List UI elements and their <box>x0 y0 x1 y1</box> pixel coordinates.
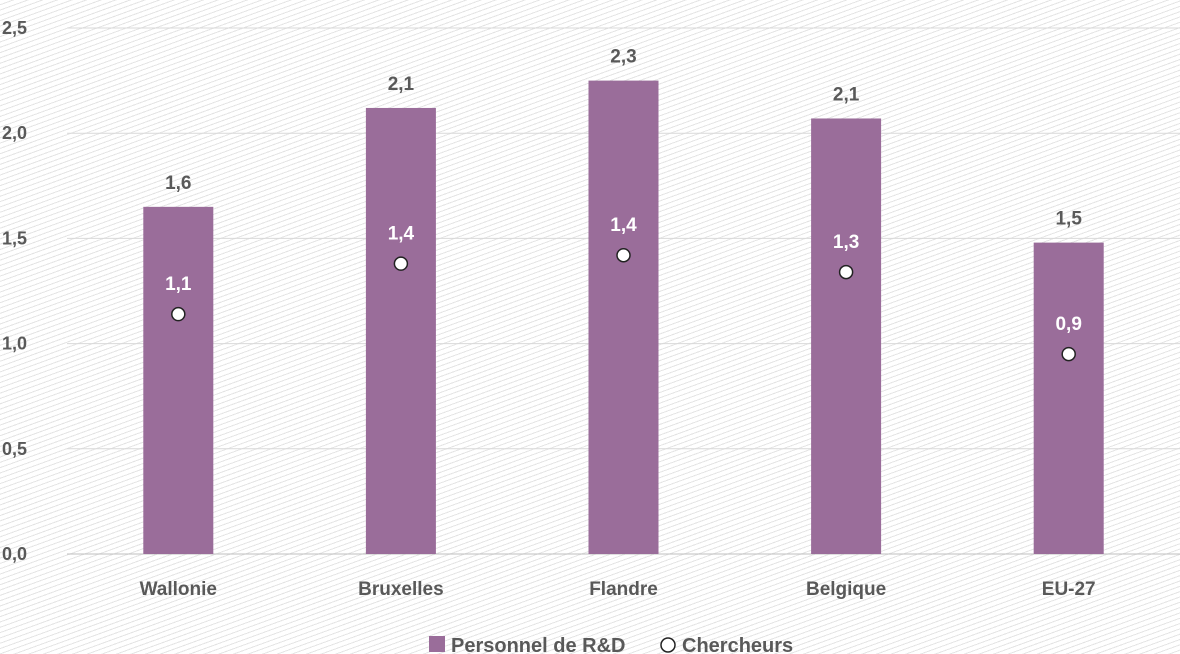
x-category-label: EU-27 <box>1042 579 1096 600</box>
point-data-label: 1,1 <box>165 274 192 295</box>
point <box>838 264 854 280</box>
bar <box>1033 242 1104 554</box>
point-series <box>171 247 1076 362</box>
bar-data-label: 1,5 <box>1055 209 1082 230</box>
bar-data-label: 2,3 <box>610 47 636 68</box>
bar <box>588 80 659 554</box>
x-category-label: Wallonie <box>140 579 217 600</box>
y-tick-label: 1,0 <box>2 334 27 354</box>
point <box>1061 346 1076 362</box>
point <box>171 306 186 322</box>
x-category-label: Belgique <box>806 579 886 600</box>
legend: Personnel de R&D Chercheurs <box>429 635 793 654</box>
y-tick-label: 1,5 <box>2 228 27 248</box>
bar-series <box>143 80 1104 555</box>
bar-data-label: 2,1 <box>833 84 860 105</box>
point-data-label: 1,4 <box>610 215 637 236</box>
bar-data-label: 2,1 <box>388 74 415 95</box>
legend-label-personnel: Personnel de R&D <box>451 635 625 654</box>
point-data-labels: 1,1 1,4 1,4 1,3 0,9 <box>165 215 1082 335</box>
point-data-label: 1,3 <box>833 232 859 253</box>
legend-label-chercheurs: Chercheurs <box>682 635 793 654</box>
bar <box>365 107 436 555</box>
y-tick-label: 0,5 <box>2 439 27 459</box>
legend-swatch-chercheurs <box>660 637 676 653</box>
y-tick-label: 0,0 <box>2 544 27 564</box>
bar-data-labels: 1,6 2,1 2,3 2,1 1,5 <box>165 47 1082 230</box>
x-axis-category-labels: Wallonie Bruxelles Flandre Belgique EU-27 <box>140 579 1096 600</box>
point <box>393 256 409 271</box>
x-category-label: Flandre <box>589 579 658 600</box>
point-data-label: 0,9 <box>1055 314 1081 335</box>
x-category-label: Bruxelles <box>358 579 444 600</box>
bar-data-label: 1,6 <box>165 173 191 194</box>
legend-swatch-personnel <box>429 636 445 652</box>
point <box>616 247 631 263</box>
bar <box>143 206 214 554</box>
bar <box>811 118 882 555</box>
point-data-label: 1,4 <box>388 224 415 245</box>
y-axis-tick-labels: 0,0 0,5 1,0 1,5 2,0 2,5 <box>2 18 27 564</box>
y-tick-label: 2,0 <box>2 123 27 143</box>
y-tick-label: 2,5 <box>2 18 27 38</box>
